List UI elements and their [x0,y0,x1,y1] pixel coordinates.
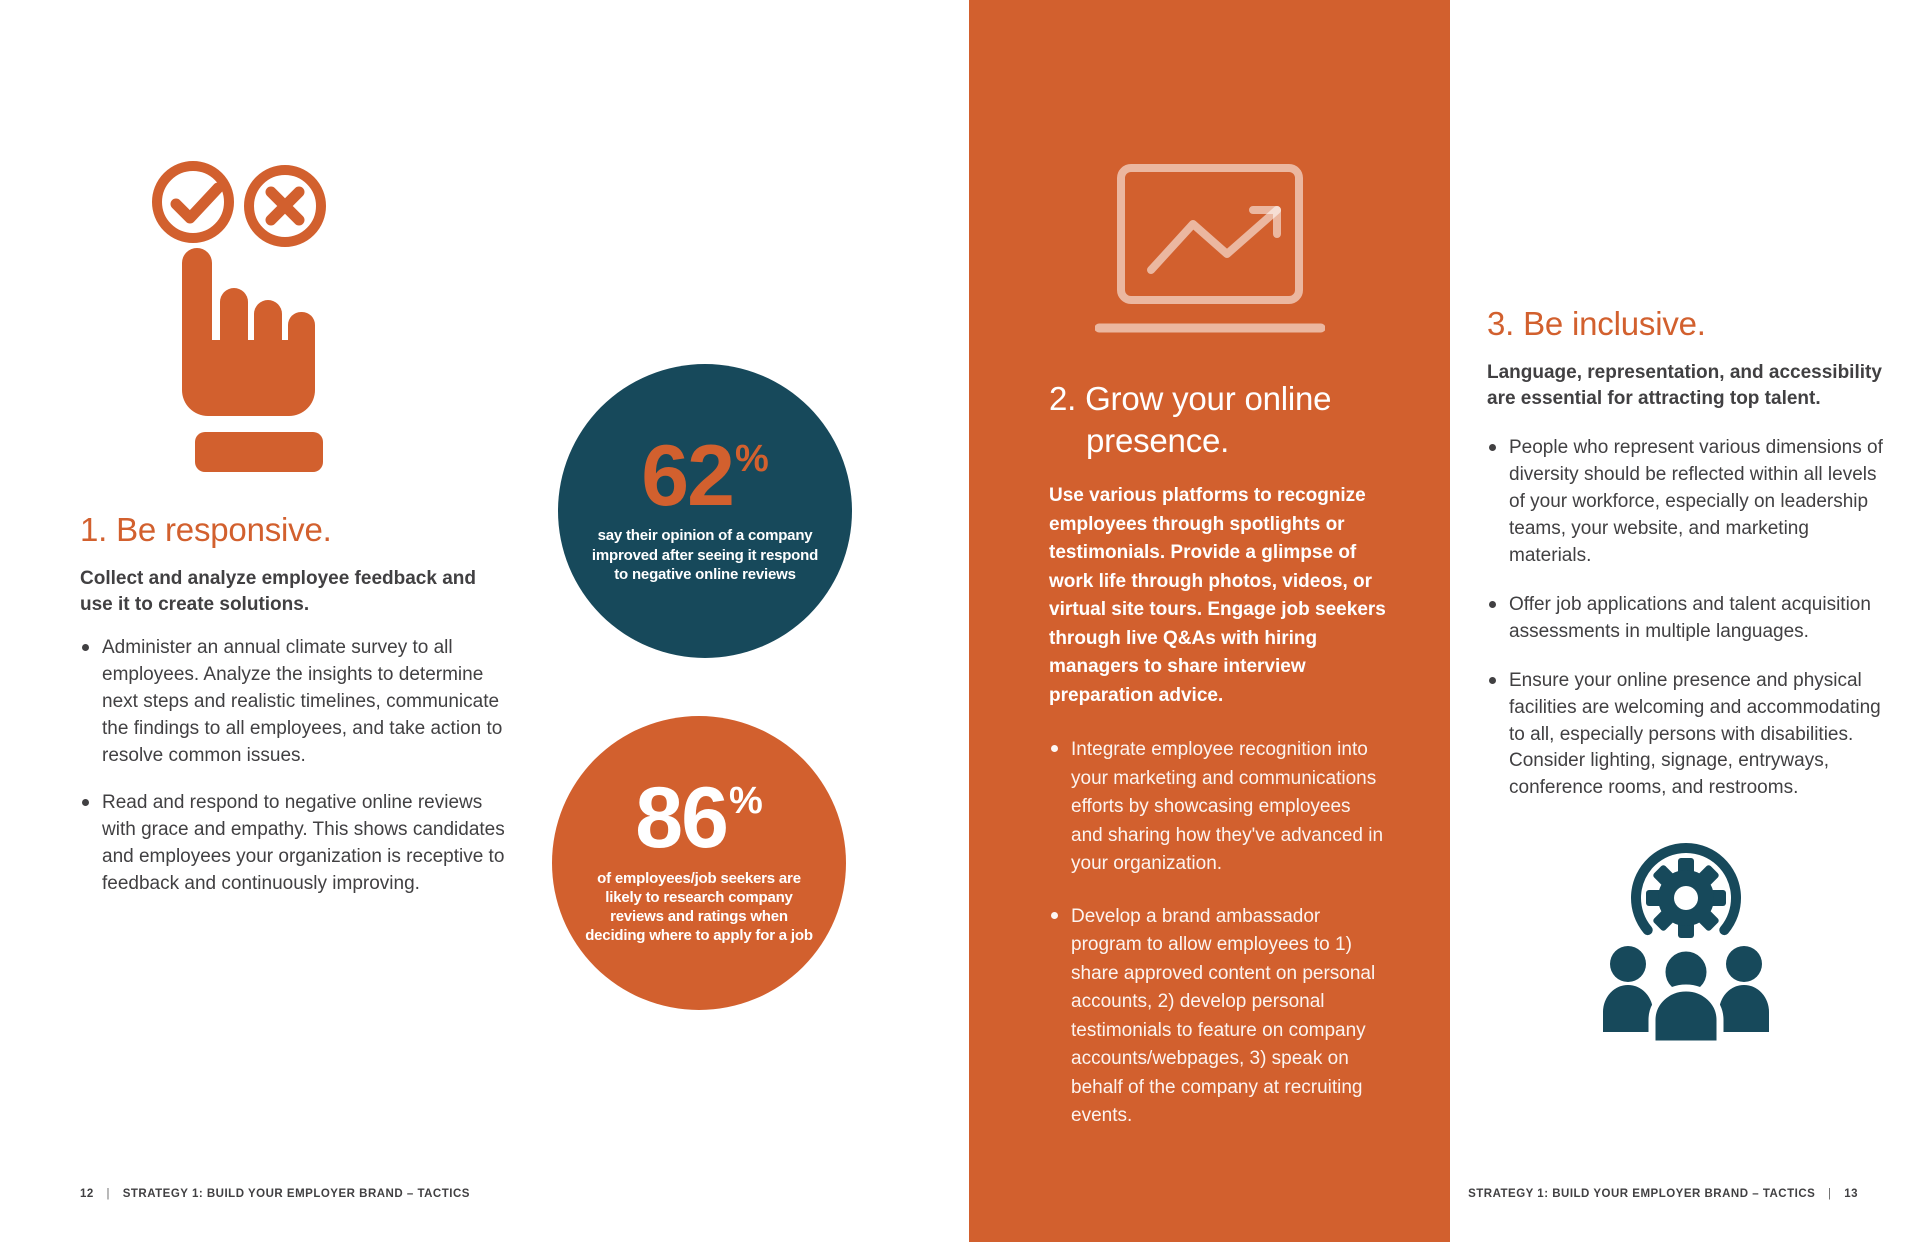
list-item: Read and respond to negative online revi… [80,790,512,898]
section-intro: Collect and analyze employee feedback an… [80,567,476,616]
section-heading: 2. Grow your online presence. [1049,378,1387,462]
bullet-text: Integrate employee recognition into your… [1071,739,1384,875]
percent-sign: % [734,438,769,481]
footer-text: STRATEGY 1: BUILD YOUR EMPLOYER BRAND – … [1468,1188,1816,1200]
check-circle-icon [152,161,234,243]
bullet-text: Ensure your online presence and physical… [1509,669,1881,799]
bullet-text: People who represent various dimensions … [1509,436,1883,566]
section-heading: 1. Be responsive. [80,511,332,548]
bullet-text: Administer an annual climate survey to a… [102,636,503,766]
stat-circle-62: 62 % say their opinion of a company impr… [558,364,852,658]
percent-sign: % [728,780,763,823]
footer-left: 12 | STRATEGY 1: BUILD YOUR EMPLOYER BRA… [80,1188,470,1200]
stat-number: 62 % [641,428,769,525]
stat-value: 86 [635,770,729,867]
section-grow-online-presence: 2. Grow your online presence. Use variou… [1049,378,1387,1131]
section-intro: Use various platforms to recognize emplo… [1049,485,1386,706]
bullet-dot [82,643,89,651]
section-be-responsive: 1. Be responsive. Collect and analyze em… [80,510,512,898]
bullet-dot [1489,676,1496,684]
center-panel: 2. Grow your online presence. Use variou… [969,0,1450,1242]
bullet-list: Administer an annual climate survey to a… [80,635,512,898]
heading-line-1: 2. Grow your online [1049,380,1332,417]
list-item: Integrate employee recognition into your… [1049,736,1387,879]
pointing-hand-icon [182,248,323,472]
section-intro: Language, representation, and accessibil… [1487,361,1882,410]
page-number: 13 [1844,1188,1858,1200]
heading-line-2: presence. [1086,422,1230,460]
section-be-inclusive: 3. Be inclusive. Language, representatio… [1487,304,1889,802]
bullet-text: Develop a brand ambassador program to al… [1071,905,1376,1127]
list-item: Offer job applications and talent acquis… [1487,592,1889,646]
team-gear-svg [1603,843,1769,1048]
page-number: 12 [80,1188,94,1200]
footer-text: STRATEGY 1: BUILD YOUR EMPLOYER BRAND – … [122,1188,470,1200]
footer-separator: | [106,1188,110,1200]
team-gear-icon [1576,836,1796,1048]
list-item: Develop a brand ambassador program to al… [1049,903,1387,1131]
footer-right: STRATEGY 1: BUILD YOUR EMPLOYER BRAND – … [1468,1188,1858,1200]
laptop-growth-svg [1094,164,1326,333]
stat-number: 86 % [635,770,763,867]
bullet-dot [82,798,89,806]
stat-circle-86: 86 % of employees/job seekers are likely… [552,716,846,1010]
section-heading: 3. Be inclusive. [1487,305,1706,342]
people-group [1603,944,1769,1048]
bullet-dot [1489,600,1496,608]
hand-choice-svg [152,161,326,472]
bullet-dot [1051,911,1058,919]
hand-choice-icon [140,160,355,495]
list-item: Administer an annual climate survey to a… [80,635,512,770]
bullet-list: Integrate employee recognition into your… [1049,736,1387,1131]
stat-caption: of employees/job seekers are likely to r… [585,869,813,945]
bullet-text: Read and respond to negative online revi… [102,791,505,894]
bullet-text: Offer job applications and talent acquis… [1509,593,1871,642]
x-circle-icon [244,165,326,247]
laptop-growth-icon [1094,162,1326,347]
stat-value: 62 [641,428,735,525]
footer-separator: | [1828,1188,1832,1200]
bullet-dot [1051,745,1058,753]
bullet-list: People who represent various dimensions … [1487,435,1889,803]
list-item: Ensure your online presence and physical… [1487,668,1889,803]
bullet-dot [1489,443,1496,451]
list-item: People who represent various dimensions … [1487,435,1889,570]
circular-arrow [1631,843,1741,936]
stat-caption: say their opinion of a company improved … [591,527,819,583]
